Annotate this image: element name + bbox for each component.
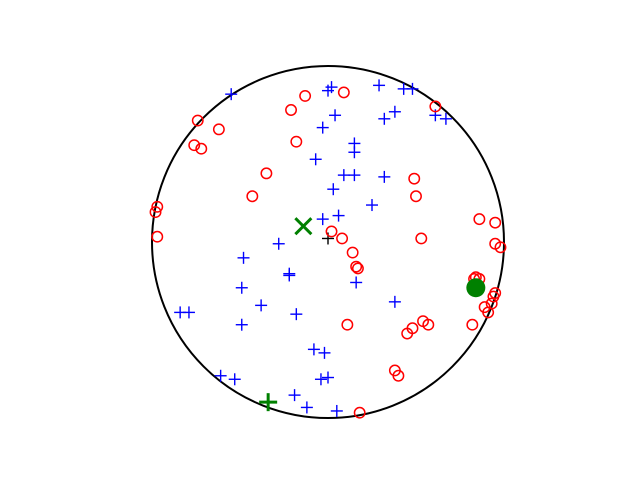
- plus-point: [348, 169, 361, 182]
- plus-point: [290, 308, 303, 321]
- circle-point: [466, 318, 479, 331]
- circle-point: [351, 262, 364, 275]
- plus-point: [378, 112, 391, 125]
- circle-point: [392, 369, 405, 382]
- circle-point: [191, 114, 204, 127]
- circle-point: [341, 318, 354, 331]
- circle-point: [346, 246, 359, 259]
- circle-point: [285, 104, 297, 116]
- plus-point: [228, 373, 241, 386]
- plus-point: [327, 183, 340, 196]
- circle-point: [408, 172, 421, 185]
- circle-point: [482, 306, 495, 319]
- plus-point: [350, 276, 363, 289]
- circle-point: [473, 213, 486, 226]
- plus-point: [439, 112, 452, 125]
- circle-point: [325, 225, 338, 238]
- plus-point: [366, 199, 378, 212]
- plus-point: [300, 401, 313, 414]
- plus-point: [337, 169, 350, 182]
- circle-point: [494, 241, 507, 254]
- circle-point: [188, 139, 201, 152]
- plus-point: [388, 295, 401, 308]
- plus-point: [314, 373, 327, 386]
- circle-point: [353, 406, 366, 419]
- red-circle-series: [149, 86, 507, 419]
- plus-point: [322, 371, 334, 384]
- plus-point: [272, 237, 285, 250]
- plus-point: [283, 269, 296, 282]
- plus-point: [373, 79, 386, 92]
- circle-point: [195, 142, 208, 155]
- plus-point: [348, 146, 361, 159]
- plus-point: [318, 346, 331, 359]
- circle-point: [401, 327, 414, 340]
- circle-point: [290, 135, 303, 148]
- plus-point: [322, 84, 334, 97]
- plus-point: [388, 105, 401, 118]
- boundary-circle: [151, 65, 505, 419]
- plus-point: [235, 281, 248, 294]
- plus-point: [288, 389, 301, 402]
- highlight-filled-circle: [466, 278, 486, 298]
- circle-point: [489, 216, 502, 229]
- circle-point: [299, 89, 312, 102]
- plus-point: [330, 404, 343, 417]
- plus-point: [332, 209, 345, 222]
- circle-point: [336, 232, 349, 245]
- plus-point: [225, 88, 238, 101]
- plus-point: [214, 369, 227, 382]
- circle-point: [422, 318, 435, 331]
- plus-point: [255, 299, 268, 312]
- boundary-circle-layer: [151, 65, 505, 419]
- highlight-plus-marker: [259, 393, 278, 412]
- plus-point: [309, 153, 322, 166]
- circle-point: [487, 290, 500, 303]
- plus-point: [307, 343, 320, 356]
- highlight-markers: [259, 217, 486, 412]
- plus-point: [235, 318, 248, 331]
- plus-point: [316, 121, 329, 134]
- circle-point: [429, 100, 442, 113]
- circle-point: [151, 200, 164, 213]
- plus-point: [316, 213, 329, 226]
- highlight-x-marker: [294, 217, 313, 236]
- plus-point: [378, 170, 391, 183]
- plus-point: [406, 82, 419, 95]
- plus-point: [329, 109, 342, 122]
- circle-point: [415, 232, 428, 245]
- circle-point: [337, 86, 350, 99]
- circle-point: [246, 190, 259, 203]
- circle-point: [350, 260, 363, 273]
- circle-point: [149, 206, 162, 219]
- circle-point: [151, 230, 164, 243]
- circle-point: [410, 190, 422, 203]
- plus-point: [237, 251, 250, 264]
- circle-point: [260, 167, 273, 180]
- blue-plus-series: [174, 79, 452, 417]
- plus-point: [182, 306, 195, 319]
- circle-point: [212, 123, 225, 136]
